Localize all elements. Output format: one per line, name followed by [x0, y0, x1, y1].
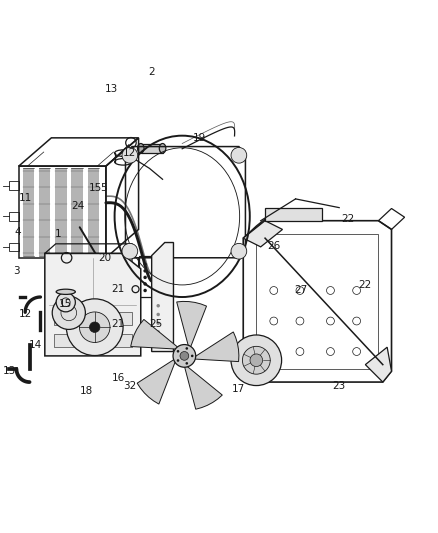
Circle shape — [122, 244, 138, 259]
Circle shape — [156, 304, 160, 308]
Bar — [53, 312, 132, 325]
Polygon shape — [243, 221, 283, 247]
Polygon shape — [45, 253, 141, 356]
Polygon shape — [152, 243, 173, 352]
Text: 23: 23 — [332, 382, 346, 391]
Ellipse shape — [56, 289, 75, 294]
Text: 15: 15 — [88, 183, 102, 193]
Text: 4: 4 — [14, 227, 21, 237]
Text: 18: 18 — [80, 386, 93, 396]
Text: 22: 22 — [341, 214, 354, 224]
Circle shape — [242, 346, 270, 374]
Polygon shape — [88, 168, 99, 256]
Polygon shape — [137, 359, 175, 404]
Bar — [53, 334, 132, 347]
Text: 13: 13 — [3, 366, 16, 376]
Polygon shape — [131, 319, 178, 349]
Text: 32: 32 — [123, 382, 137, 391]
Text: 12: 12 — [123, 148, 137, 158]
Ellipse shape — [138, 143, 144, 153]
Circle shape — [89, 322, 100, 333]
Text: 22: 22 — [359, 280, 372, 290]
Circle shape — [156, 321, 160, 325]
Text: 11: 11 — [18, 192, 32, 203]
Text: 2: 2 — [148, 68, 155, 77]
Polygon shape — [265, 208, 322, 221]
Bar — [141, 143, 162, 153]
Circle shape — [156, 313, 160, 316]
Circle shape — [56, 293, 75, 312]
Circle shape — [143, 282, 147, 286]
Circle shape — [143, 289, 147, 292]
Bar — [9, 181, 19, 190]
Text: 5: 5 — [100, 183, 107, 193]
Text: 24: 24 — [71, 201, 84, 211]
Text: 26: 26 — [267, 240, 280, 251]
Circle shape — [185, 362, 188, 365]
Circle shape — [231, 335, 282, 385]
Text: 1: 1 — [55, 229, 61, 239]
Ellipse shape — [159, 143, 166, 153]
Bar — [9, 243, 19, 251]
Text: 16: 16 — [111, 373, 125, 383]
Circle shape — [231, 148, 247, 163]
Polygon shape — [39, 168, 50, 256]
Text: 15: 15 — [59, 298, 72, 309]
Circle shape — [231, 244, 247, 259]
Polygon shape — [55, 168, 67, 256]
Text: 21: 21 — [111, 319, 125, 329]
Circle shape — [177, 359, 179, 362]
Circle shape — [52, 296, 85, 329]
Circle shape — [122, 148, 138, 163]
Bar — [9, 212, 19, 221]
Circle shape — [250, 354, 263, 367]
Polygon shape — [23, 168, 34, 256]
Text: 13: 13 — [105, 84, 118, 94]
Circle shape — [177, 350, 179, 353]
Circle shape — [156, 330, 160, 334]
Circle shape — [185, 347, 188, 350]
Text: 14: 14 — [28, 340, 42, 350]
Polygon shape — [184, 366, 223, 409]
Circle shape — [67, 299, 123, 356]
Circle shape — [79, 312, 110, 343]
Text: 17: 17 — [232, 384, 246, 393]
Polygon shape — [365, 347, 392, 382]
Text: 25: 25 — [149, 319, 162, 329]
Text: 19: 19 — [193, 133, 206, 143]
Polygon shape — [195, 332, 239, 361]
Text: 21: 21 — [111, 284, 125, 294]
Text: 3: 3 — [13, 266, 20, 276]
Circle shape — [143, 263, 147, 266]
Circle shape — [180, 352, 189, 360]
Circle shape — [143, 269, 147, 272]
Text: 27: 27 — [295, 286, 308, 295]
Polygon shape — [243, 352, 278, 382]
Circle shape — [143, 276, 147, 279]
Text: 12: 12 — [18, 310, 32, 319]
Polygon shape — [71, 168, 83, 256]
Circle shape — [191, 354, 194, 357]
Circle shape — [173, 344, 196, 367]
Polygon shape — [177, 301, 207, 347]
Text: 20: 20 — [99, 253, 112, 263]
Circle shape — [156, 339, 160, 342]
